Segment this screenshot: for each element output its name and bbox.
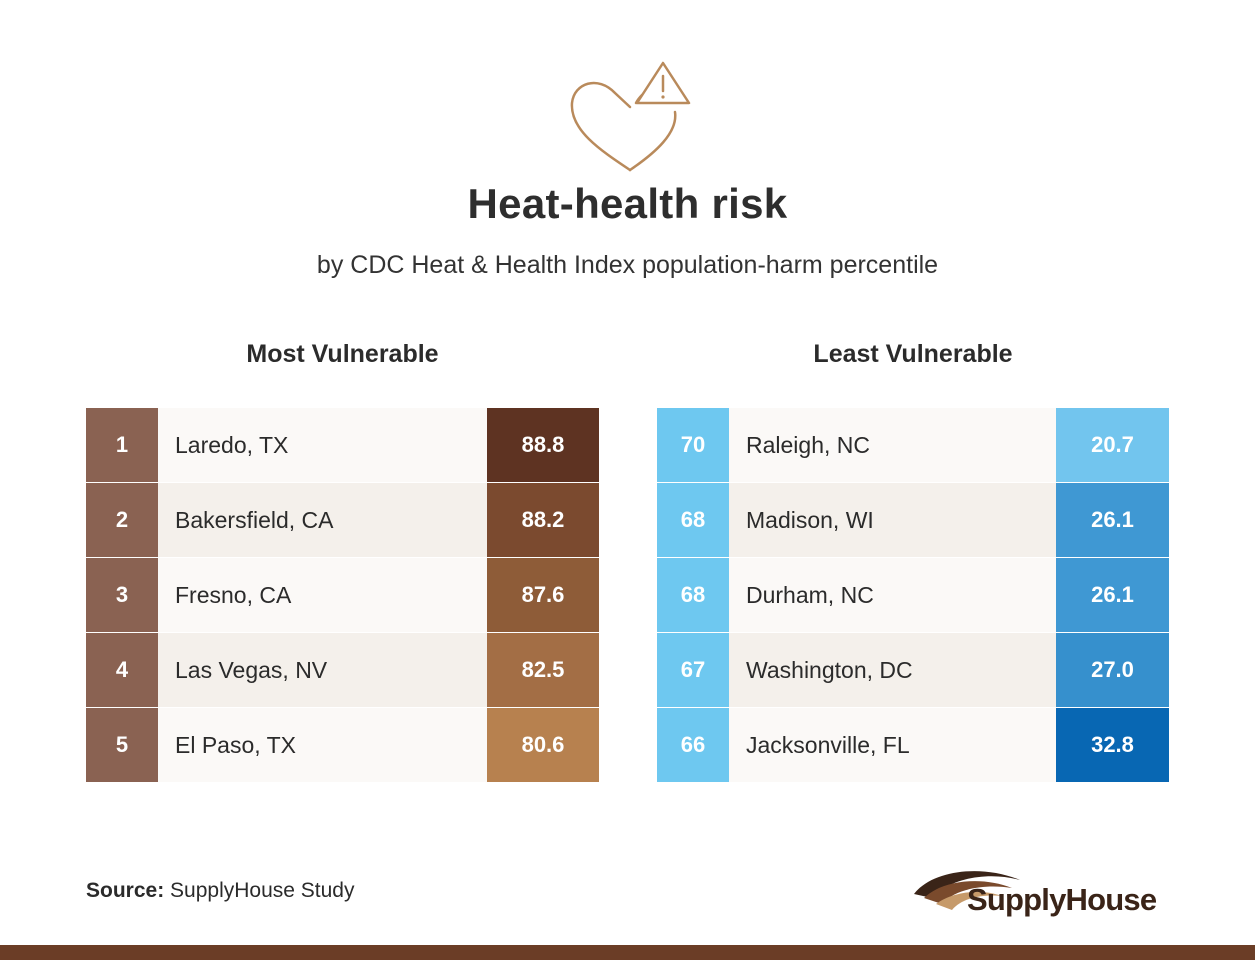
supplyhouse-logo: SupplyHouse <box>912 864 1177 924</box>
value-cell: 27.0 <box>1056 633 1169 707</box>
rank-cell: 70 <box>657 408 729 482</box>
logo-text: SupplyHouse <box>967 882 1157 917</box>
page-subtitle: by CDC Heat & Health Index population-ha… <box>316 251 939 279</box>
source-note: Source: SupplyHouse Study <box>86 879 354 903</box>
city-cell: Las Vegas, NV <box>158 633 487 707</box>
city-cell: El Paso, TX <box>158 708 487 782</box>
city-cell: Madison, WI <box>729 483 1056 557</box>
table-row: 66 Jacksonville, FL 32.8 <box>657 708 1169 783</box>
value-cell: 32.8 <box>1056 708 1169 782</box>
city-cell: Bakersfield, CA <box>158 483 487 557</box>
city-cell: Washington, DC <box>729 633 1056 707</box>
rank-cell: 4 <box>86 633 158 707</box>
most-vulnerable-table: 1 Laredo, TX 88.8 2 Bakersfield, CA 88.2… <box>86 408 599 783</box>
table-row: 4 Las Vegas, NV 82.5 <box>86 633 599 708</box>
value-cell: 26.1 <box>1056 483 1169 557</box>
rank-cell: 67 <box>657 633 729 707</box>
most-vulnerable-heading: Most Vulnerable <box>246 340 439 368</box>
table-row: 3 Fresno, CA 87.6 <box>86 558 599 633</box>
city-cell: Laredo, TX <box>158 408 487 482</box>
source-label: Source: <box>86 879 165 902</box>
page-title: Heat-health risk <box>467 180 788 227</box>
heart-warning-icon <box>560 55 700 180</box>
value-cell: 87.6 <box>487 558 599 632</box>
source-text: SupplyHouse Study <box>170 879 355 902</box>
table-row: 68 Durham, NC 26.1 <box>657 558 1169 633</box>
least-vulnerable-heading: Least Vulnerable <box>813 340 1013 368</box>
city-cell: Fresno, CA <box>158 558 487 632</box>
value-cell: 82.5 <box>487 633 599 707</box>
table-row: 1 Laredo, TX 88.8 <box>86 408 599 483</box>
value-cell: 26.1 <box>1056 558 1169 632</box>
least-vulnerable-table: 70 Raleigh, NC 20.7 68 Madison, WI 26.1 … <box>657 408 1169 783</box>
table-row: 67 Washington, DC 27.0 <box>657 633 1169 708</box>
table-row: 2 Bakersfield, CA 88.2 <box>86 483 599 558</box>
rank-cell: 3 <box>86 558 158 632</box>
rank-cell: 1 <box>86 408 158 482</box>
city-cell: Durham, NC <box>729 558 1056 632</box>
logo-swoosh-icon <box>914 871 1020 910</box>
value-cell: 88.8 <box>487 408 599 482</box>
rank-cell: 68 <box>657 558 729 632</box>
rank-cell: 2 <box>86 483 158 557</box>
value-cell: 88.2 <box>487 483 599 557</box>
table-row: 68 Madison, WI 26.1 <box>657 483 1169 558</box>
rank-cell: 66 <box>657 708 729 782</box>
value-cell: 80.6 <box>487 708 599 782</box>
rank-cell: 5 <box>86 708 158 782</box>
rank-cell: 68 <box>657 483 729 557</box>
table-row: 5 El Paso, TX 80.6 <box>86 708 599 783</box>
city-cell: Jacksonville, FL <box>729 708 1056 782</box>
value-cell: 20.7 <box>1056 408 1169 482</box>
city-cell: Raleigh, NC <box>729 408 1056 482</box>
table-row: 70 Raleigh, NC 20.7 <box>657 408 1169 483</box>
footer-bar <box>0 945 1255 960</box>
